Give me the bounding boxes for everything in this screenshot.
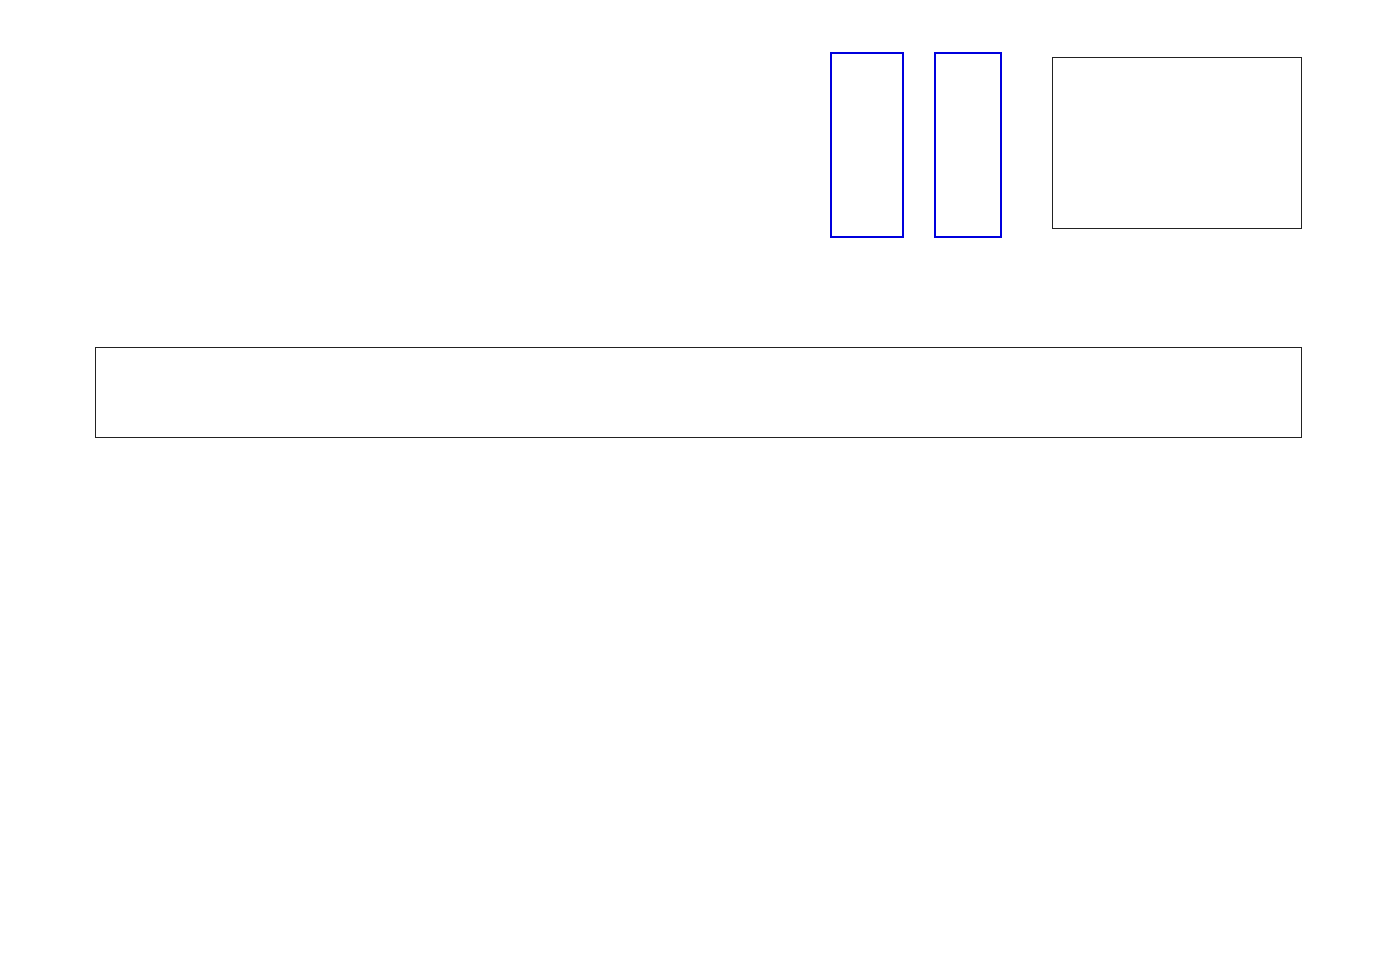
page-corner-marker: [68, 929, 99, 953]
clean-image-panel: [934, 52, 1002, 238]
full-spectrum-plot: [95, 347, 1302, 438]
line-fit-zoom-plot: [1052, 57, 1302, 229]
withsky-image-panel: [830, 52, 904, 238]
